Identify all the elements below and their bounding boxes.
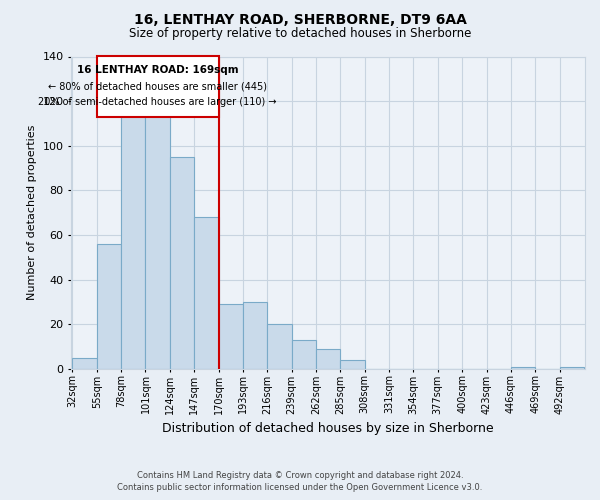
Bar [97,244,121,368]
Text: 16, LENTHAY ROAD, SHERBORNE, DT9 6AA: 16, LENTHAY ROAD, SHERBORNE, DT9 6AA [134,12,466,26]
Text: Contains HM Land Registry data © Crown copyright and database right 2024.
Contai: Contains HM Land Registry data © Crown c… [118,471,482,492]
Bar [316,348,340,368]
Bar [292,340,316,368]
Bar [145,110,170,368]
Text: 16 LENTHAY ROAD: 169sqm: 16 LENTHAY ROAD: 169sqm [77,66,238,76]
Bar [511,366,535,368]
Bar [170,157,194,368]
Y-axis label: Number of detached properties: Number of detached properties [27,125,37,300]
X-axis label: Distribution of detached houses by size in Sherborne: Distribution of detached houses by size … [163,422,494,435]
Bar [340,360,365,368]
Bar [194,217,218,368]
Text: Size of property relative to detached houses in Sherborne: Size of property relative to detached ho… [129,28,471,40]
Bar [73,358,97,368]
Bar [267,324,292,368]
Bar [97,56,218,116]
Text: 20% of semi-detached houses are larger (110) →: 20% of semi-detached houses are larger (… [38,96,277,106]
Bar [218,304,243,368]
Text: ← 80% of detached houses are smaller (445): ← 80% of detached houses are smaller (44… [48,81,267,91]
Bar [121,112,145,368]
Bar [243,302,267,368]
Bar [560,366,584,368]
